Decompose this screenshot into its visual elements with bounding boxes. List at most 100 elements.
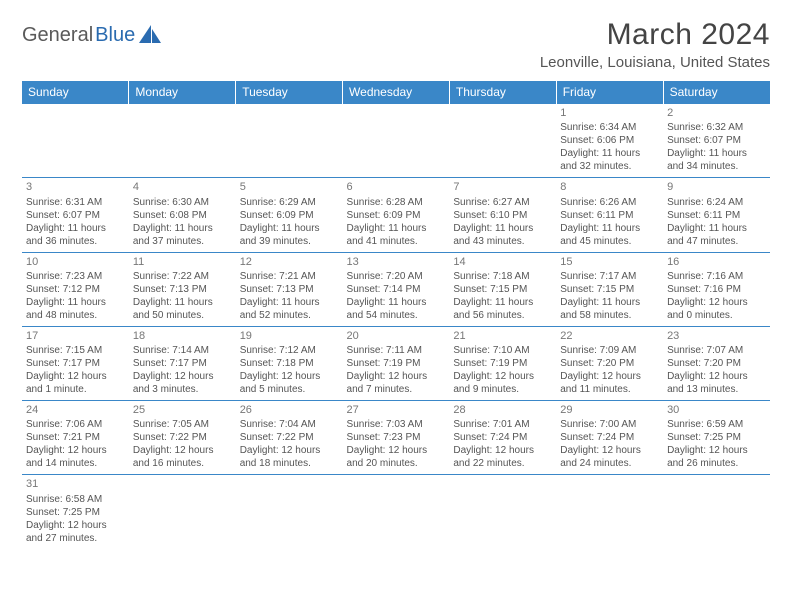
cell-text: Sunrise: 6:30 AM — [133, 196, 232, 209]
cell-text: Sunset: 7:20 PM — [560, 357, 659, 370]
calendar-cell — [663, 475, 770, 549]
cell-text: Sunset: 7:12 PM — [26, 283, 125, 296]
calendar-cell: 11Sunrise: 7:22 AMSunset: 7:13 PMDayligh… — [129, 252, 236, 326]
day-header: Wednesday — [343, 81, 450, 104]
calendar-week-row: 24Sunrise: 7:06 AMSunset: 7:21 PMDayligh… — [22, 401, 770, 475]
cell-text: Sunset: 7:19 PM — [453, 357, 552, 370]
cell-text: Daylight: 12 hours — [560, 370, 659, 383]
calendar-cell: 3Sunrise: 6:31 AMSunset: 6:07 PMDaylight… — [22, 178, 129, 252]
cell-text: Sunset: 7:13 PM — [133, 283, 232, 296]
calendar-cell: 10Sunrise: 7:23 AMSunset: 7:12 PMDayligh… — [22, 252, 129, 326]
cell-text: Sunset: 7:19 PM — [347, 357, 446, 370]
cell-text: and 14 minutes. — [26, 457, 125, 470]
cell-text: Sunset: 6:11 PM — [667, 209, 766, 222]
cell-text: Sunrise: 6:26 AM — [560, 196, 659, 209]
calendar-cell: 6Sunrise: 6:28 AMSunset: 6:09 PMDaylight… — [343, 178, 450, 252]
cell-text: Sunset: 6:10 PM — [453, 209, 552, 222]
cell-text: Sunset: 7:23 PM — [347, 431, 446, 444]
cell-text: and 58 minutes. — [560, 309, 659, 322]
calendar-cell: 13Sunrise: 7:20 AMSunset: 7:14 PMDayligh… — [343, 252, 450, 326]
cell-text: Sunrise: 6:58 AM — [26, 493, 125, 506]
cell-text: and 34 minutes. — [667, 160, 766, 173]
calendar-cell: 1Sunrise: 6:34 AMSunset: 6:06 PMDaylight… — [556, 104, 663, 178]
cell-text: Sunrise: 6:28 AM — [347, 196, 446, 209]
cell-text: Sunrise: 6:34 AM — [560, 121, 659, 134]
cell-text: Daylight: 12 hours — [240, 370, 339, 383]
day-number: 19 — [240, 329, 339, 343]
calendar-cell: 4Sunrise: 6:30 AMSunset: 6:08 PMDaylight… — [129, 178, 236, 252]
cell-text: and 37 minutes. — [133, 235, 232, 248]
cell-text: Sunrise: 7:06 AM — [26, 418, 125, 431]
cell-text: and 27 minutes. — [26, 532, 125, 545]
cell-text: and 22 minutes. — [453, 457, 552, 470]
cell-text: Sunset: 6:07 PM — [667, 134, 766, 147]
cell-text: and 45 minutes. — [560, 235, 659, 248]
cell-text: Sunrise: 7:17 AM — [560, 270, 659, 283]
cell-text: Sunset: 7:16 PM — [667, 283, 766, 296]
day-number: 13 — [347, 255, 446, 269]
cell-text: and 9 minutes. — [453, 383, 552, 396]
cell-text: and 48 minutes. — [26, 309, 125, 322]
cell-text: Daylight: 12 hours — [667, 296, 766, 309]
day-number: 7 — [453, 180, 552, 194]
calendar-cell — [22, 104, 129, 178]
cell-text: Daylight: 11 hours — [240, 222, 339, 235]
cell-text: and 11 minutes. — [560, 383, 659, 396]
cell-text: Daylight: 11 hours — [347, 296, 446, 309]
cell-text: Sunrise: 7:20 AM — [347, 270, 446, 283]
cell-text: Daylight: 11 hours — [667, 222, 766, 235]
calendar-week-row: 10Sunrise: 7:23 AMSunset: 7:12 PMDayligh… — [22, 252, 770, 326]
day-number: 30 — [667, 403, 766, 417]
header: General Blue March 2024 Leonville, Louis… — [22, 18, 770, 71]
cell-text: and 50 minutes. — [133, 309, 232, 322]
calendar-cell: 2Sunrise: 6:32 AMSunset: 6:07 PMDaylight… — [663, 104, 770, 178]
calendar-cell: 28Sunrise: 7:01 AMSunset: 7:24 PMDayligh… — [449, 401, 556, 475]
cell-text: Sunset: 7:22 PM — [240, 431, 339, 444]
day-header: Saturday — [663, 81, 770, 104]
calendar-cell — [343, 104, 450, 178]
day-number: 9 — [667, 180, 766, 194]
day-header: Monday — [129, 81, 236, 104]
cell-text: Sunset: 7:24 PM — [453, 431, 552, 444]
cell-text: Daylight: 11 hours — [560, 296, 659, 309]
calendar-cell: 27Sunrise: 7:03 AMSunset: 7:23 PMDayligh… — [343, 401, 450, 475]
sail-icon — [139, 25, 161, 43]
cell-text: Daylight: 11 hours — [453, 296, 552, 309]
day-header: Sunday — [22, 81, 129, 104]
cell-text: Daylight: 11 hours — [560, 147, 659, 160]
cell-text: Sunrise: 7:04 AM — [240, 418, 339, 431]
cell-text: Sunset: 7:18 PM — [240, 357, 339, 370]
cell-text: Sunrise: 6:29 AM — [240, 196, 339, 209]
calendar-cell — [236, 104, 343, 178]
day-number: 14 — [453, 255, 552, 269]
cell-text: Sunrise: 7:01 AM — [453, 418, 552, 431]
day-number: 8 — [560, 180, 659, 194]
cell-text: Sunset: 6:09 PM — [240, 209, 339, 222]
location: Leonville, Louisiana, United States — [540, 54, 770, 71]
cell-text: Daylight: 12 hours — [347, 444, 446, 457]
cell-text: Sunset: 6:08 PM — [133, 209, 232, 222]
cell-text: and 56 minutes. — [453, 309, 552, 322]
cell-text: Sunset: 7:21 PM — [26, 431, 125, 444]
cell-text: Daylight: 12 hours — [453, 370, 552, 383]
logo-text-blue: Blue — [95, 24, 135, 47]
title-block: March 2024 Leonville, Louisiana, United … — [540, 18, 770, 71]
calendar-cell — [343, 475, 450, 549]
calendar-cell: 7Sunrise: 6:27 AMSunset: 6:10 PMDaylight… — [449, 178, 556, 252]
cell-text: Sunrise: 6:59 AM — [667, 418, 766, 431]
calendar-cell: 18Sunrise: 7:14 AMSunset: 7:17 PMDayligh… — [129, 326, 236, 400]
day-header: Thursday — [449, 81, 556, 104]
cell-text: Daylight: 12 hours — [667, 444, 766, 457]
cell-text: and 7 minutes. — [347, 383, 446, 396]
cell-text: and 16 minutes. — [133, 457, 232, 470]
cell-text: Sunrise: 7:10 AM — [453, 344, 552, 357]
cell-text: Sunset: 7:25 PM — [667, 431, 766, 444]
cell-text: Daylight: 11 hours — [26, 222, 125, 235]
cell-text: Daylight: 11 hours — [133, 296, 232, 309]
calendar-cell: 23Sunrise: 7:07 AMSunset: 7:20 PMDayligh… — [663, 326, 770, 400]
cell-text: Sunset: 6:09 PM — [347, 209, 446, 222]
day-number: 22 — [560, 329, 659, 343]
calendar-cell — [129, 475, 236, 549]
cell-text: Daylight: 11 hours — [26, 296, 125, 309]
day-number: 15 — [560, 255, 659, 269]
